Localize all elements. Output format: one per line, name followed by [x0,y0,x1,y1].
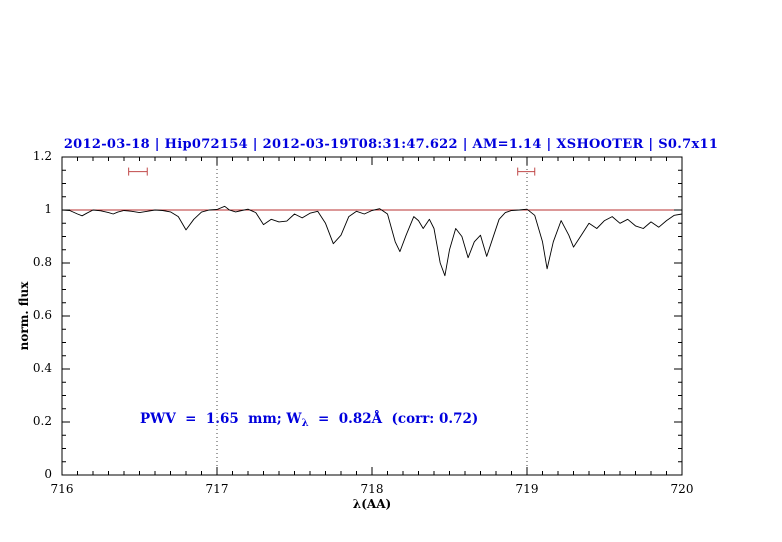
y-tick-label: 0.2 [32,414,52,428]
annotation-text-right: = 0.82Å (corr: 0.72) [308,411,479,427]
annotation-lambda-subscript: λ [301,418,309,429]
y-tick-label: 0.4 [32,361,52,375]
pwv-annotation: PWV = 1.65 mm; Wλ = 0.82Å (corr: 0.72) [140,411,478,429]
x-tick-label: 720 [670,482,694,496]
y-tick-label: 1.2 [32,149,52,163]
spectrum-line [61,205,683,277]
annotation-text-left: PWV = 1.65 mm; W [140,411,302,427]
y-tick-label: 0 [44,467,52,481]
x-tick-label: 716 [50,482,74,496]
y-tick-label: 0.8 [32,255,52,269]
x-tick-label: 719 [515,482,539,496]
x-axis-label: λ(AA) [352,497,392,511]
x-tick-label: 718 [360,482,384,496]
y-tick-label: 1 [44,202,52,216]
y-tick-label: 0.6 [32,308,52,322]
x-tick-label: 717 [205,482,229,496]
plot-frame [61,156,683,476]
plot-title: 2012-03-18 | Hip072154 | 2012-03-19T08:3… [63,137,719,152]
